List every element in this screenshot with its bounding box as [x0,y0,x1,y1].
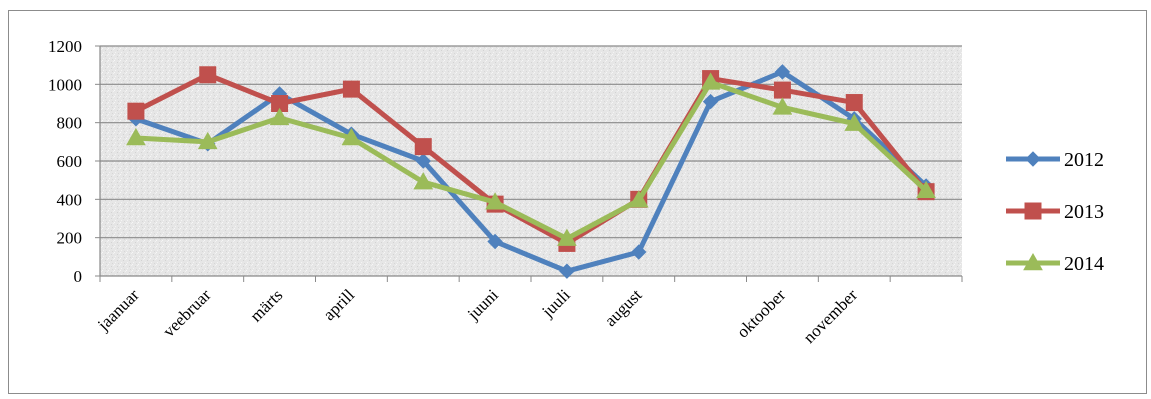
x-tick-label: aprill [319,285,358,324]
y-tick-label: 1000 [48,75,82,94]
legend-label: 2012 [1064,149,1104,171]
legend: 2012 2013 2014 [1006,149,1104,275]
legend-label: 2014 [1064,253,1104,275]
series-2014 [126,72,936,246]
data-point-2014 [844,113,865,131]
legend-marker [1025,151,1041,167]
data-point-2014 [126,127,146,146]
legend-marker [1024,202,1042,220]
data-point-2014 [413,172,434,190]
x-tick-label: august [601,285,646,330]
data-point-2013 [199,66,217,84]
data-point-2013 [773,81,791,99]
data-point-2014 [700,72,721,90]
data-point-2014 [557,228,577,246]
series-layer [126,64,936,279]
y-tick-label: 0 [74,267,83,286]
x-tick-label: märts [246,285,286,325]
x-tick-label: juuli [538,285,574,321]
y-tick-label: 800 [57,114,83,133]
data-point-2013 [342,80,360,98]
data-point-2012 [774,64,791,80]
y-tick-label: 600 [57,152,83,171]
data-point-2013 [414,138,432,156]
data-point-2014 [341,127,362,146]
x-tick-label: jaanuar [93,285,143,335]
data-point-2014 [485,192,505,210]
data-point-2014 [197,131,218,150]
x-tick-label: november [800,285,862,347]
series-line-2014 [133,79,929,242]
data-point-2012 [487,233,503,250]
data-point-2012 [631,244,647,260]
x-tick-label: oktoober [733,285,789,341]
data-point-2014 [916,180,936,198]
data-point-2014 [772,97,793,115]
data-point-2012 [559,263,575,279]
data-point-2013 [127,102,145,120]
legend-item-2012: 2012 [1006,149,1104,171]
x-tick-label: veebruar [159,285,215,341]
y-tick-label: 200 [57,229,83,248]
legend-item-2014: 2014 [1006,252,1104,275]
data-point-2012 [415,153,431,169]
legend-marker [1023,252,1043,271]
y-tick-label: 1200 [48,37,82,56]
y-tick-label: 400 [57,190,83,209]
series-line-2013 [133,72,929,246]
data-point-2014 [269,107,290,126]
legend-label: 2013 [1064,201,1104,223]
data-point-2012 [702,93,719,110]
legend-item-2013: 2013 [1006,201,1104,223]
series-line-2012 [133,69,929,274]
data-point-2014 [628,190,649,208]
gridlines [100,45,962,239]
data-point-2013 [845,94,863,112]
x-tick-label: juuni [463,285,502,324]
